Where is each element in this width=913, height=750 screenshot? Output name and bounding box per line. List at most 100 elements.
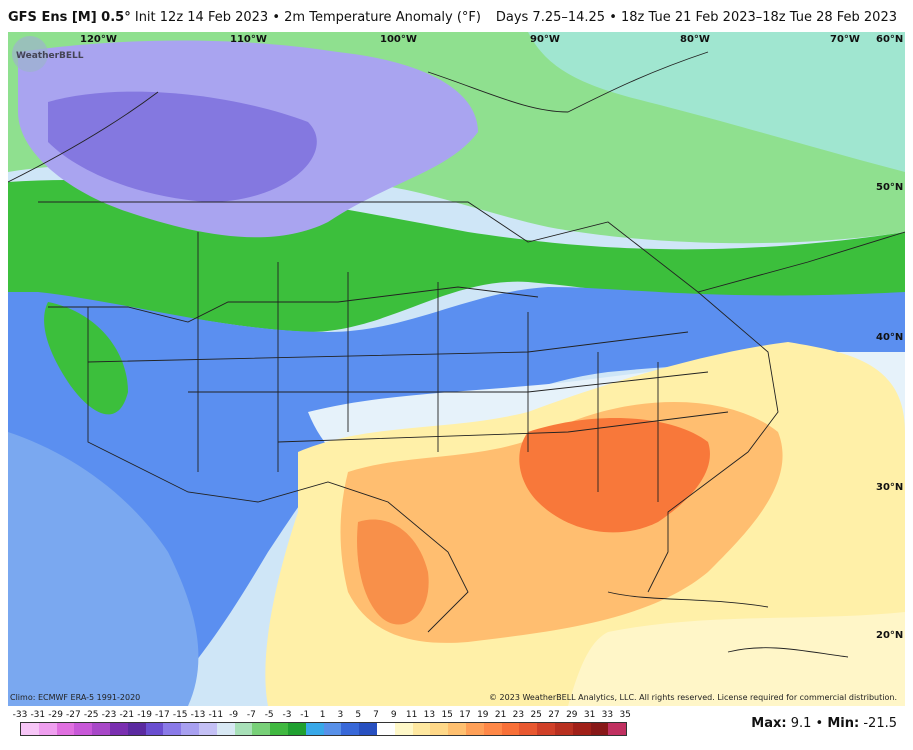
southeast-hot-region xyxy=(519,418,710,533)
scale-label: 11 xyxy=(405,710,418,720)
lon-label-90w: 90°W xyxy=(530,34,560,45)
scale-label: 27 xyxy=(548,710,560,720)
scale-label: -19 xyxy=(137,710,152,720)
scale-swatch xyxy=(537,723,555,735)
svg-text:WeatherBELL: WeatherBELL xyxy=(16,51,84,61)
model-name: GFS Ens [M] 0.5 xyxy=(8,10,125,25)
scale-swatch xyxy=(38,723,57,735)
southern-border-line xyxy=(87,307,469,633)
scale-swatch xyxy=(465,723,484,735)
state-lines-horizontal xyxy=(87,331,729,443)
east-coast-line xyxy=(647,291,779,593)
scale-label: -29 xyxy=(48,710,63,720)
init-time: Init 12z 14 Feb 2023 xyxy=(134,10,269,25)
canada-us-border xyxy=(38,201,905,293)
title-separator: • xyxy=(272,10,280,25)
max-min-separator: • xyxy=(815,716,824,731)
scale-label: 13 xyxy=(423,710,436,720)
map-title: GFS Ens [M] 0.5° Init 12z 14 Feb 2023 • … xyxy=(8,10,481,25)
scale-label: -23 xyxy=(101,710,117,720)
scale-label: -27 xyxy=(66,710,81,720)
scale-label: -15 xyxy=(172,710,188,720)
scale-label: 31 xyxy=(583,710,596,720)
scale-swatch xyxy=(181,723,199,735)
max-min-readout: Max: 9.1 • Min: -21.5 xyxy=(751,716,897,731)
scale-swatch xyxy=(341,723,360,735)
scale-swatch xyxy=(287,723,306,735)
scale-swatch xyxy=(127,723,146,735)
texas-warm-region xyxy=(357,519,429,625)
field-name: 2m Temperature Anomaly (°F) xyxy=(284,10,481,25)
lon-label-120w: 120°W xyxy=(80,34,117,45)
min-label: Min: xyxy=(827,716,860,731)
scale-label: 23 xyxy=(512,710,525,720)
max-label: Max: xyxy=(751,716,787,731)
canada-lines xyxy=(8,51,709,183)
scale-swatch xyxy=(56,723,75,735)
map-svg xyxy=(8,32,905,706)
scale-label: 17 xyxy=(459,710,471,720)
lon-label-80w: 80°W xyxy=(680,34,710,45)
scale-swatch xyxy=(323,723,342,735)
west-coast-green xyxy=(44,302,128,415)
scale-swatch xyxy=(305,723,324,735)
lat-label-50n: 50°N xyxy=(876,182,904,193)
scale-swatch xyxy=(554,723,573,735)
scale-label: 5 xyxy=(355,710,362,720)
scale-swatch xyxy=(501,723,520,735)
min-value: -21.5 xyxy=(863,716,897,731)
scale-label: 29 xyxy=(566,710,578,720)
scale-label: 19 xyxy=(477,710,489,720)
lat-label-60n: 60°N xyxy=(876,34,904,45)
scale-swatch xyxy=(376,723,395,735)
scale-label: 9 xyxy=(390,710,397,720)
scale-swatch xyxy=(92,723,110,735)
scale-swatch xyxy=(252,723,271,735)
political-borders xyxy=(8,51,905,658)
scale-label: -21 xyxy=(119,710,135,720)
scale-label: -9 xyxy=(229,710,239,720)
scale-label: 33 xyxy=(601,710,614,720)
state-lines-vertical xyxy=(197,232,659,502)
scale-swatch xyxy=(163,723,182,735)
scale-swatch xyxy=(234,723,253,735)
scale-label: -31 xyxy=(30,710,46,720)
scale-swatch xyxy=(74,723,93,735)
scale-swatch xyxy=(359,723,377,735)
lon-label-110w: 110°W xyxy=(230,34,267,45)
scale-label: 7 xyxy=(373,710,379,720)
scale-swatch xyxy=(590,723,609,735)
scale-swatch xyxy=(145,723,164,735)
climo-note: Climo: ECMWF ERA-5 1991-2020 xyxy=(10,693,141,702)
caribbean-islands xyxy=(607,591,849,658)
scale-label: -11 xyxy=(208,710,224,720)
scale-swatch xyxy=(198,723,217,735)
copyright-note: © 2023 WeatherBELL Analytics, LLC. All r… xyxy=(489,693,897,702)
valid-period: Days 7.25–14.25 • 18z Tue 21 Feb 2023–18… xyxy=(495,10,897,25)
scale-label: 15 xyxy=(441,710,453,720)
degree-symbol: ° xyxy=(124,10,131,25)
scale-swatch xyxy=(412,723,431,735)
color-scale-bar xyxy=(20,722,628,736)
scale-label: -33 xyxy=(12,710,28,720)
lat-label-20n: 20°N xyxy=(876,630,904,641)
scale-label: 3 xyxy=(337,710,344,720)
scale-swatch xyxy=(21,723,39,735)
pacific-blue xyxy=(8,432,199,706)
lat-label-30n: 30°N xyxy=(876,482,904,493)
scale-swatch xyxy=(270,723,288,735)
deep-purple-region xyxy=(48,91,317,202)
scale-swatch xyxy=(216,723,235,735)
northern-states-line xyxy=(48,286,539,323)
scale-swatch xyxy=(519,723,538,735)
scale-swatch xyxy=(483,723,502,735)
anomaly-map: 120°W 110°W 100°W 90°W 80°W 70°W 60°N 50… xyxy=(8,32,905,706)
scale-label: -25 xyxy=(83,710,99,720)
scale-label: -3 xyxy=(282,710,292,720)
scale-swatch xyxy=(608,723,627,735)
caribbean-warm-region xyxy=(568,612,905,706)
max-value: 9.1 xyxy=(790,716,812,731)
scale-label: -17 xyxy=(155,710,170,720)
lat-label-40n: 40°N xyxy=(876,332,904,343)
scale-label: 21 xyxy=(494,710,507,720)
